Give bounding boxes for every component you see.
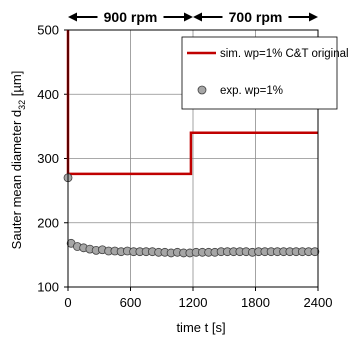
x-tick-label: 0: [64, 295, 71, 310]
rpm-annotation-label: 700 rpm: [229, 9, 283, 25]
y-tick-label: 200: [37, 215, 59, 230]
x-tick-label: 1800: [241, 295, 270, 310]
y-tick-label: 500: [37, 23, 59, 38]
rpm-annotation-label: 900 rpm: [104, 9, 158, 25]
legend-label-sim: sim. wp=1% C&T original: [220, 48, 349, 60]
x-axis-label: time t [s]: [176, 320, 225, 335]
y-axis-label-main: Sauter mean diameter d: [9, 110, 24, 249]
arrowhead-right: [184, 12, 193, 22]
arrowhead-left: [193, 12, 202, 22]
plot-frame: [67, 29, 319, 288]
y-tick-label: 400: [37, 87, 59, 102]
legend: sim. wp=1% C&T original exp. wp=1%: [181, 36, 349, 110]
y-axis-label: Sauter mean diameter d32 [µm]: [9, 71, 27, 250]
x-tick-label: 600: [120, 295, 142, 310]
y-axis-label-subscript: 32: [17, 100, 27, 110]
x-tick-label: 2400: [304, 295, 333, 310]
rpm-annotations: 900 rpm 700 rpm: [68, 9, 318, 25]
x-tick-label: 1200: [179, 295, 208, 310]
rpm-annotation-0: 900 rpm: [68, 9, 193, 25]
arrowhead-left: [68, 12, 77, 22]
rpm-annotation-1: 700 rpm: [193, 9, 318, 25]
legend-label-exp: exp. wp=1%: [220, 85, 283, 97]
x-axis: 0 600 1200 1800 2400: [64, 287, 332, 310]
y-tick-label: 300: [37, 151, 59, 166]
legend-box: [181, 36, 338, 110]
y-axis: 100 200 300 400 500: [37, 23, 68, 295]
legend-marker-swatch: [197, 85, 207, 95]
y-axis-label-unit: [µm]: [9, 71, 24, 100]
arrowhead-right: [309, 12, 318, 22]
y-tick-label: 100: [37, 280, 59, 295]
data-point-exp: [310, 247, 320, 257]
